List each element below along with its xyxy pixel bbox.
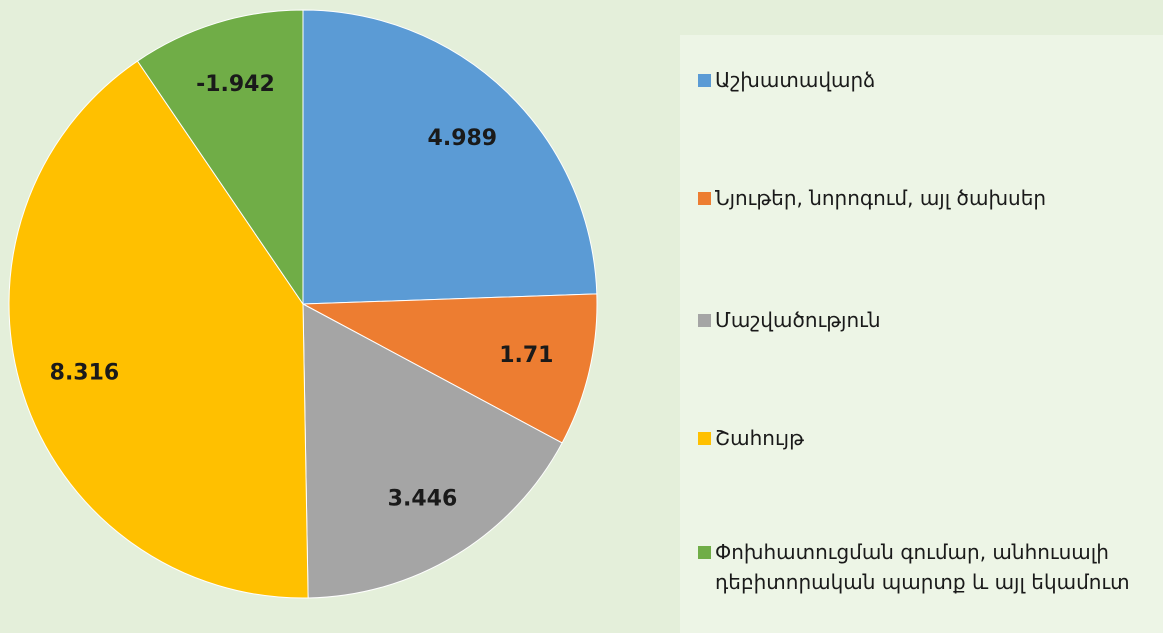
data-label: 1.71	[499, 343, 553, 368]
legend: Աշխատավարձ Նյութեր, նորոգում, այլ ծախսեր Մ…	[680, 35, 1163, 633]
pie-slice	[302, 303, 563, 599]
data-label: 4.989	[428, 126, 498, 151]
legend-swatch	[698, 432, 711, 445]
pie-slice	[301, 293, 598, 444]
legend-swatch	[698, 314, 711, 327]
legend-item: Փոխհատուցման գումար, անհուսալի դեբիտորակ…	[698, 537, 1158, 597]
legend-item: Աշխատավարձ	[698, 65, 1158, 95]
legend-swatch	[698, 192, 711, 205]
legend-swatch	[698, 546, 711, 559]
chart: 4.989 1.71 3.446 8.316 -1.942	[8, 9, 598, 599]
legend-label: Մաշվածություն	[715, 308, 881, 332]
legend-item: Նյութեր, նորոգում, այլ ծախսեր	[698, 183, 1158, 213]
pie-slice	[8, 60, 309, 599]
legend-swatch	[698, 74, 711, 87]
legend-item: Շահույթ	[698, 423, 1158, 453]
legend-label: Աշխատավարձ	[715, 68, 876, 92]
pie-slice	[136, 9, 304, 306]
data-label: 8.316	[50, 360, 120, 385]
legend-label: Շահույթ	[715, 426, 804, 450]
legend-label: Փոխհատուցման գումար, անհուսալի դեբիտորակ…	[715, 540, 1130, 594]
pie-slice	[302, 9, 598, 305]
legend-item: Մաշվածություն	[698, 305, 1158, 335]
legend-label: Նյութեր, նորոգում, այլ ծախսեր	[715, 186, 1047, 210]
data-label: -1.942	[196, 72, 275, 97]
data-label: 3.446	[388, 487, 458, 512]
